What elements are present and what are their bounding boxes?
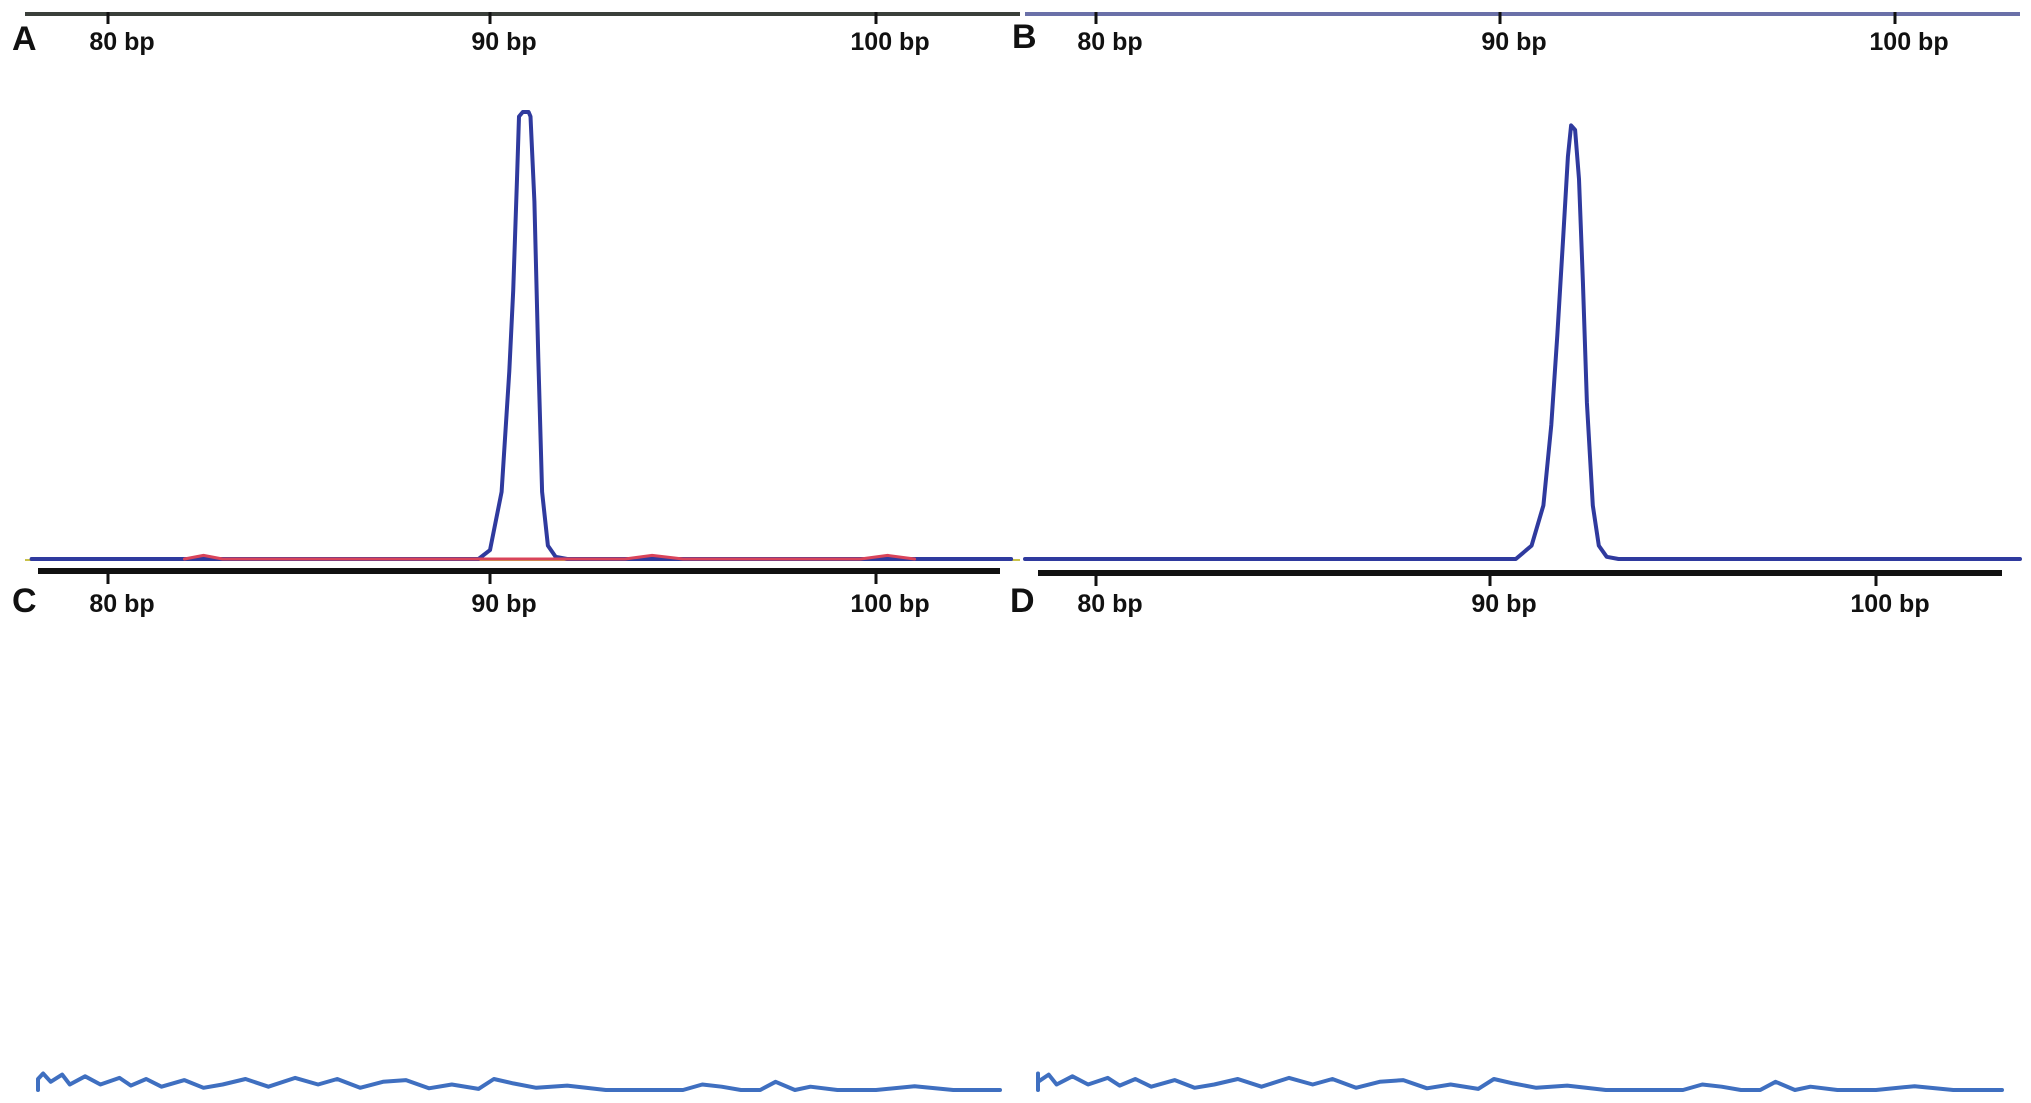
series-trace [29,110,1014,561]
tick-label: 80 bp [1077,28,1142,56]
tick-label: 90 bp [471,590,536,618]
tick-label: 80 bp [89,28,154,56]
tick-label: 90 bp [471,28,536,56]
panel-d: 80 bp 90 bp 100 bp D [1010,572,2004,1092]
panels-layer: 80 bp 90 bp 100 bp A 80 bp 90 bp 100 bp B 80 bp 9… [12,12,2022,1092]
panel-c: 80 bp 90 bp 100 bp C [12,570,1002,1092]
tick-label: 100 bp [1850,590,1929,618]
tick-label: 90 bp [1471,590,1536,618]
tick-label: 100 bp [850,590,929,618]
panel-letter: A [12,20,37,58]
tick-label: 100 bp [1869,28,1948,56]
tick-label: 90 bp [1481,28,1546,56]
series-trace [1023,123,2022,561]
panel-letter: D [1010,582,1035,620]
tick-label: 100 bp [850,28,929,56]
series-trace [1036,1071,2004,1092]
tick-label: 80 bp [1077,590,1142,618]
panel-a: 80 bp 90 bp 100 bp A [12,12,1020,572]
series-trace [36,1071,1002,1092]
tick-label: 80 bp [89,590,154,618]
panel-letter: B [1012,18,1037,56]
series-trace [182,553,917,561]
panel-letter: C [12,582,37,620]
